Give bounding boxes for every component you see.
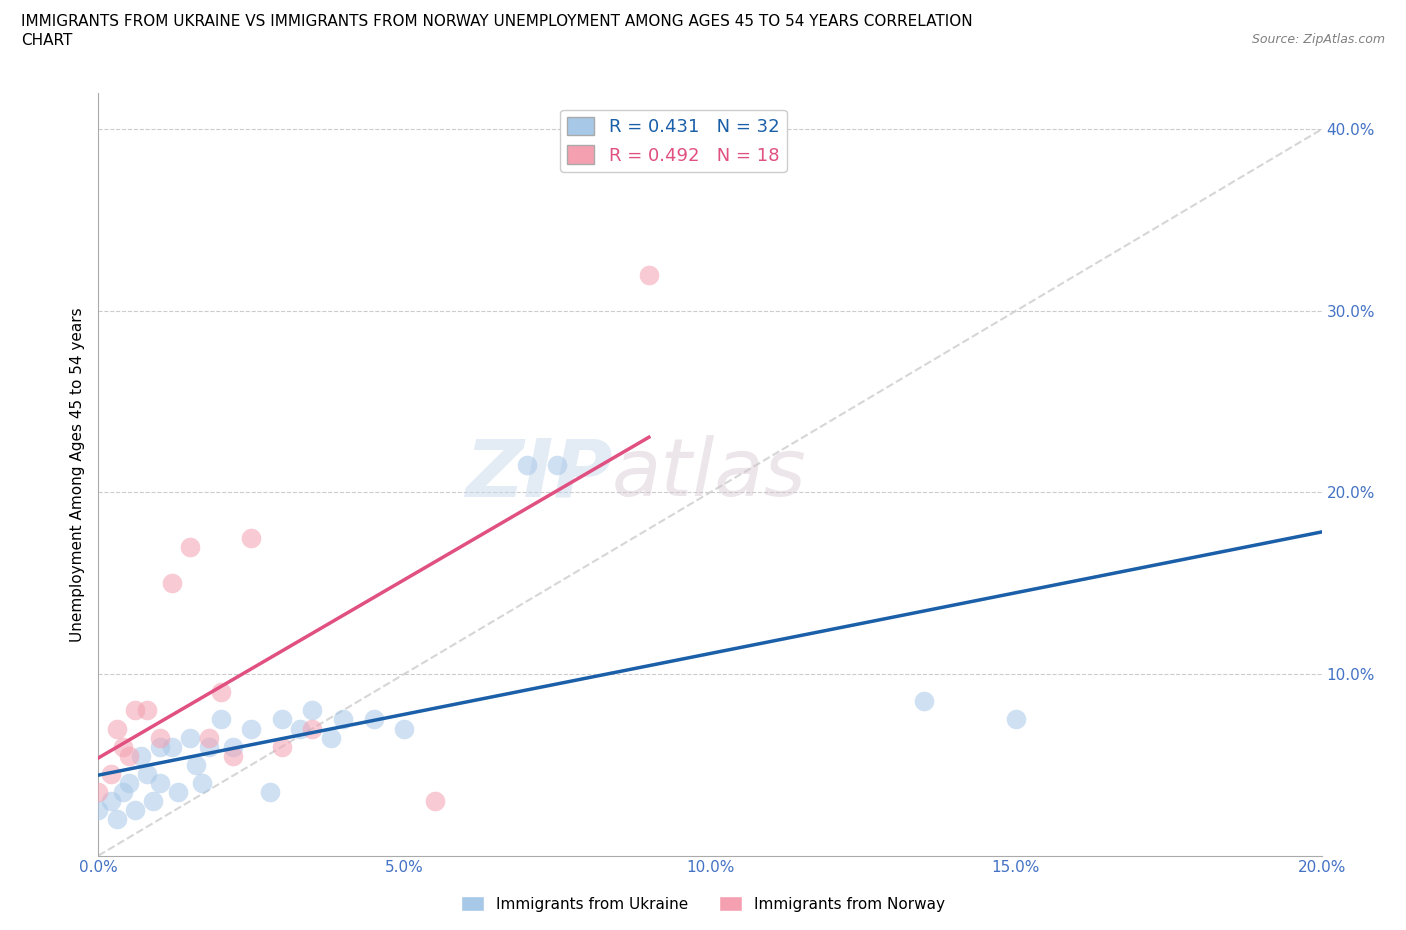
- Legend: R = 0.431   N = 32, R = 0.492   N = 18: R = 0.431 N = 32, R = 0.492 N = 18: [560, 110, 786, 172]
- Point: [87, 785, 110, 800]
- Point: [546, 458, 568, 472]
- Point: [111, 785, 134, 800]
- Point: [186, 757, 208, 772]
- Point: [637, 267, 661, 282]
- Point: [100, 793, 122, 808]
- Point: [222, 739, 245, 754]
- Point: [142, 793, 165, 808]
- Point: [332, 712, 354, 727]
- Point: [197, 730, 219, 745]
- Point: [912, 694, 935, 709]
- Point: [149, 739, 172, 754]
- Point: [270, 712, 292, 727]
- Point: [105, 812, 128, 827]
- Point: [136, 703, 159, 718]
- Point: [105, 721, 128, 736]
- Point: [179, 539, 201, 554]
- Point: [118, 776, 141, 790]
- Point: [240, 721, 263, 736]
- Point: [363, 712, 385, 727]
- Point: [160, 576, 183, 591]
- Point: [87, 803, 110, 817]
- Legend: Immigrants from Ukraine, Immigrants from Norway: Immigrants from Ukraine, Immigrants from…: [456, 889, 950, 918]
- Point: [124, 803, 146, 817]
- Point: [259, 785, 281, 800]
- Point: [240, 530, 263, 545]
- Point: [167, 785, 190, 800]
- Point: [160, 739, 183, 754]
- Y-axis label: Unemployment Among Ages 45 to 54 years: Unemployment Among Ages 45 to 54 years: [69, 307, 84, 642]
- Point: [124, 703, 146, 718]
- Point: [179, 730, 201, 745]
- Point: [301, 703, 323, 718]
- Point: [118, 749, 141, 764]
- Point: [209, 712, 232, 727]
- Point: [516, 458, 538, 472]
- Point: [149, 776, 172, 790]
- Point: [197, 739, 219, 754]
- Point: [319, 730, 342, 745]
- Text: atlas: atlas: [612, 435, 807, 513]
- Point: [222, 749, 245, 764]
- Point: [149, 730, 172, 745]
- Text: Source: ZipAtlas.com: Source: ZipAtlas.com: [1251, 33, 1385, 46]
- Point: [301, 721, 323, 736]
- Point: [1004, 712, 1026, 727]
- Point: [270, 739, 292, 754]
- Text: CHART: CHART: [21, 33, 73, 47]
- Text: ZIP: ZIP: [465, 435, 612, 513]
- Point: [392, 721, 416, 736]
- Text: IMMIGRANTS FROM UKRAINE VS IMMIGRANTS FROM NORWAY UNEMPLOYMENT AMONG AGES 45 TO : IMMIGRANTS FROM UKRAINE VS IMMIGRANTS FR…: [21, 14, 973, 29]
- Point: [191, 776, 214, 790]
- Point: [209, 684, 232, 699]
- Point: [111, 739, 134, 754]
- Point: [136, 766, 159, 781]
- Point: [290, 721, 312, 736]
- Point: [129, 749, 152, 764]
- Point: [100, 766, 122, 781]
- Point: [423, 793, 446, 808]
